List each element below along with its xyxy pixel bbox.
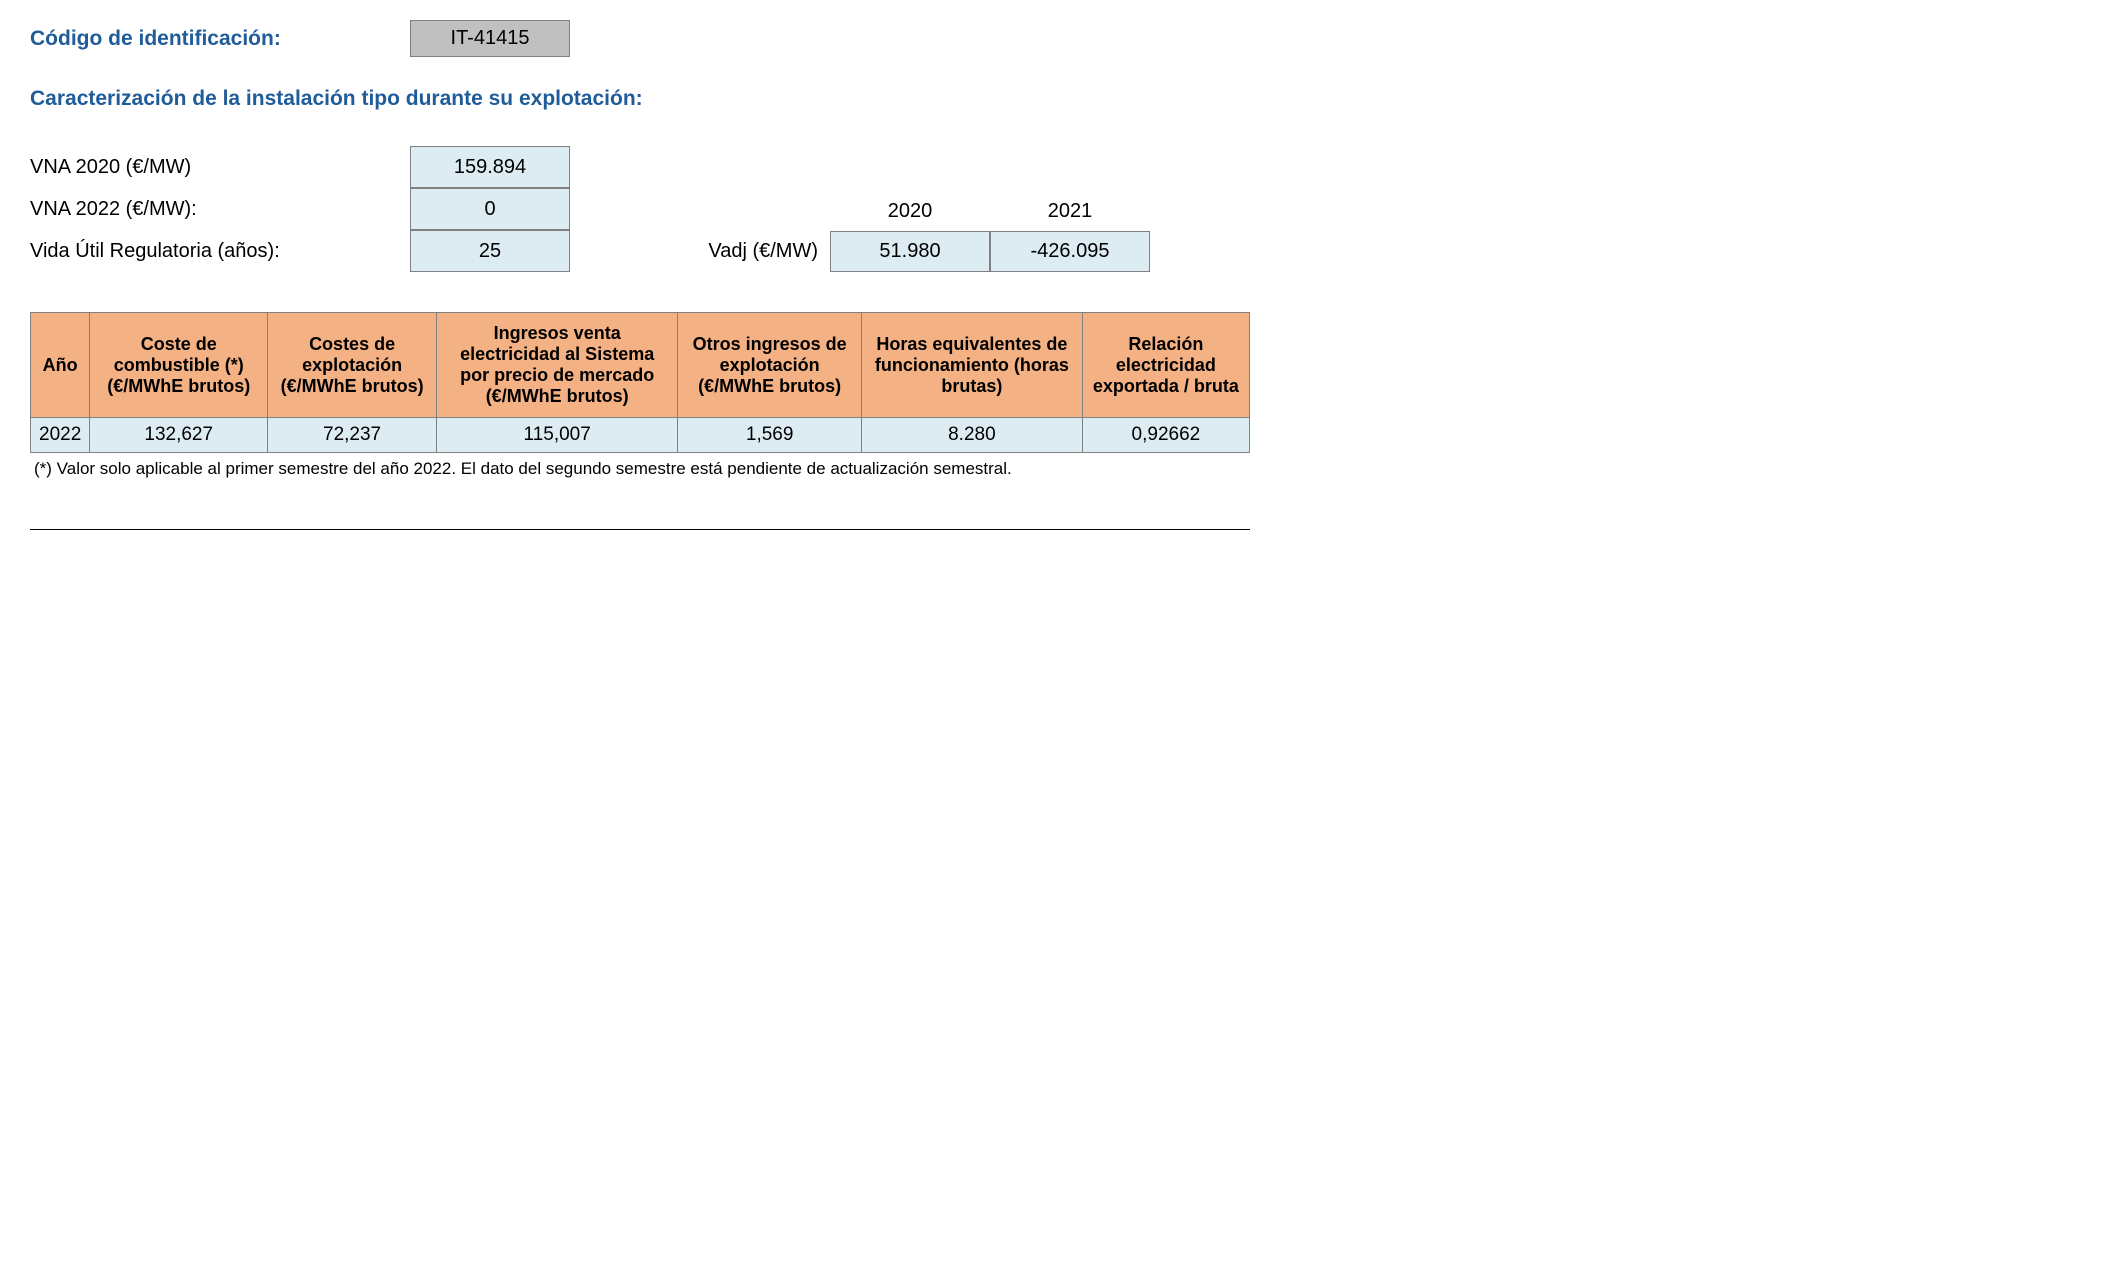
- vna2022-value: 0: [410, 188, 570, 230]
- vna2020-value: 159.894: [410, 146, 570, 188]
- vna2022-label: VNA 2022 (€/MW):: [30, 188, 410, 230]
- vadj-year1-header: 2020: [830, 192, 990, 231]
- cell-sales-income: 115,007: [437, 418, 678, 453]
- cell-export-ratio: 0,92662: [1082, 418, 1249, 453]
- identification-header: Código de identificación: IT-41415: [30, 20, 2096, 57]
- cell-year: 2022: [31, 418, 90, 453]
- cell-equiv-hours: 8.280: [861, 418, 1082, 453]
- col-header-sales-income: Ingresos venta electricidad al Sistema p…: [437, 313, 678, 418]
- vadj-label: Vadj (€/MW): [610, 231, 830, 272]
- vadj-year1-value: 51.980: [830, 231, 990, 272]
- spacer: [830, 146, 990, 192]
- col-header-other-income: Otros ingresos de explotación (€/MWhE br…: [678, 313, 862, 418]
- col-header-year: Año: [31, 313, 90, 418]
- vadj-year2-header: 2021: [990, 192, 1150, 231]
- section-divider: [30, 529, 1250, 530]
- parameters-left-grid: VNA 2020 (€/MW) 159.894 VNA 2022 (€/MW):…: [30, 146, 570, 272]
- parameters-right-grid: 2020 2021 Vadj (€/MW) 51.980 -426.095: [610, 146, 2096, 272]
- parameters-area: VNA 2020 (€/MW) 159.894 VNA 2022 (€/MW):…: [30, 146, 2096, 272]
- spacer: [610, 192, 830, 231]
- table-footnote: (*) Valor solo aplicable al primer semes…: [30, 459, 2096, 479]
- table-header-row: Año Coste de combustible (*) (€/MWhE bru…: [31, 313, 1250, 418]
- col-header-fuel-cost: Coste de combustible (*) (€/MWhE brutos): [90, 313, 268, 418]
- vida-util-label: Vida Útil Regulatoria (años):: [30, 230, 410, 272]
- cell-fuel-cost: 132,627: [90, 418, 268, 453]
- vida-util-value: 25: [410, 230, 570, 272]
- cell-exploitation-cost: 72,237: [268, 418, 437, 453]
- vadj-year2-value: -426.095: [990, 231, 1150, 272]
- cell-other-income: 1,569: [678, 418, 862, 453]
- id-value-box: IT-41415: [410, 20, 570, 57]
- col-header-export-ratio: Relación electricidad exportada / bruta: [1082, 313, 1249, 418]
- spacer: [610, 146, 830, 192]
- spacer: [990, 146, 1150, 192]
- col-header-exploitation-cost: Costes de explotación (€/MWhE brutos): [268, 313, 437, 418]
- vna2020-label: VNA 2020 (€/MW): [30, 146, 410, 188]
- table-row: 2022 132,627 72,237 115,007 1,569 8.280 …: [31, 418, 1250, 453]
- section-title: Caracterización de la instalación tipo d…: [30, 87, 2096, 111]
- col-header-equiv-hours: Horas equivalentes de funcionamiento (ho…: [861, 313, 1082, 418]
- exploitation-data-table: Año Coste de combustible (*) (€/MWhE bru…: [30, 312, 1250, 453]
- id-label: Código de identificación:: [30, 27, 410, 51]
